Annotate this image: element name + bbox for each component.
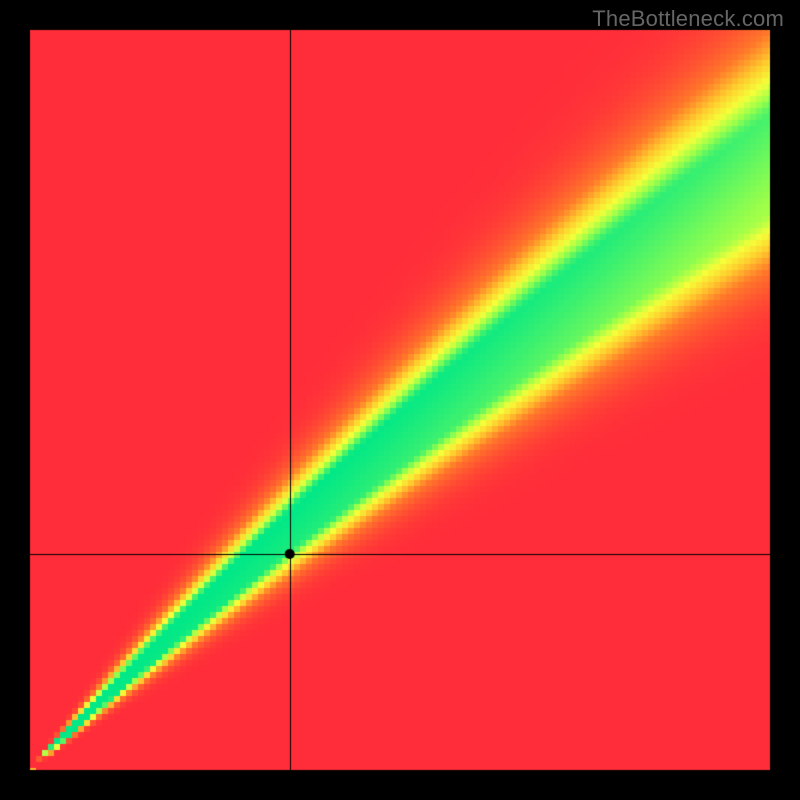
heatmap-canvas bbox=[0, 0, 800, 800]
bottleneck-heatmap bbox=[0, 0, 800, 800]
watermark-text: TheBottleneck.com bbox=[592, 6, 784, 32]
